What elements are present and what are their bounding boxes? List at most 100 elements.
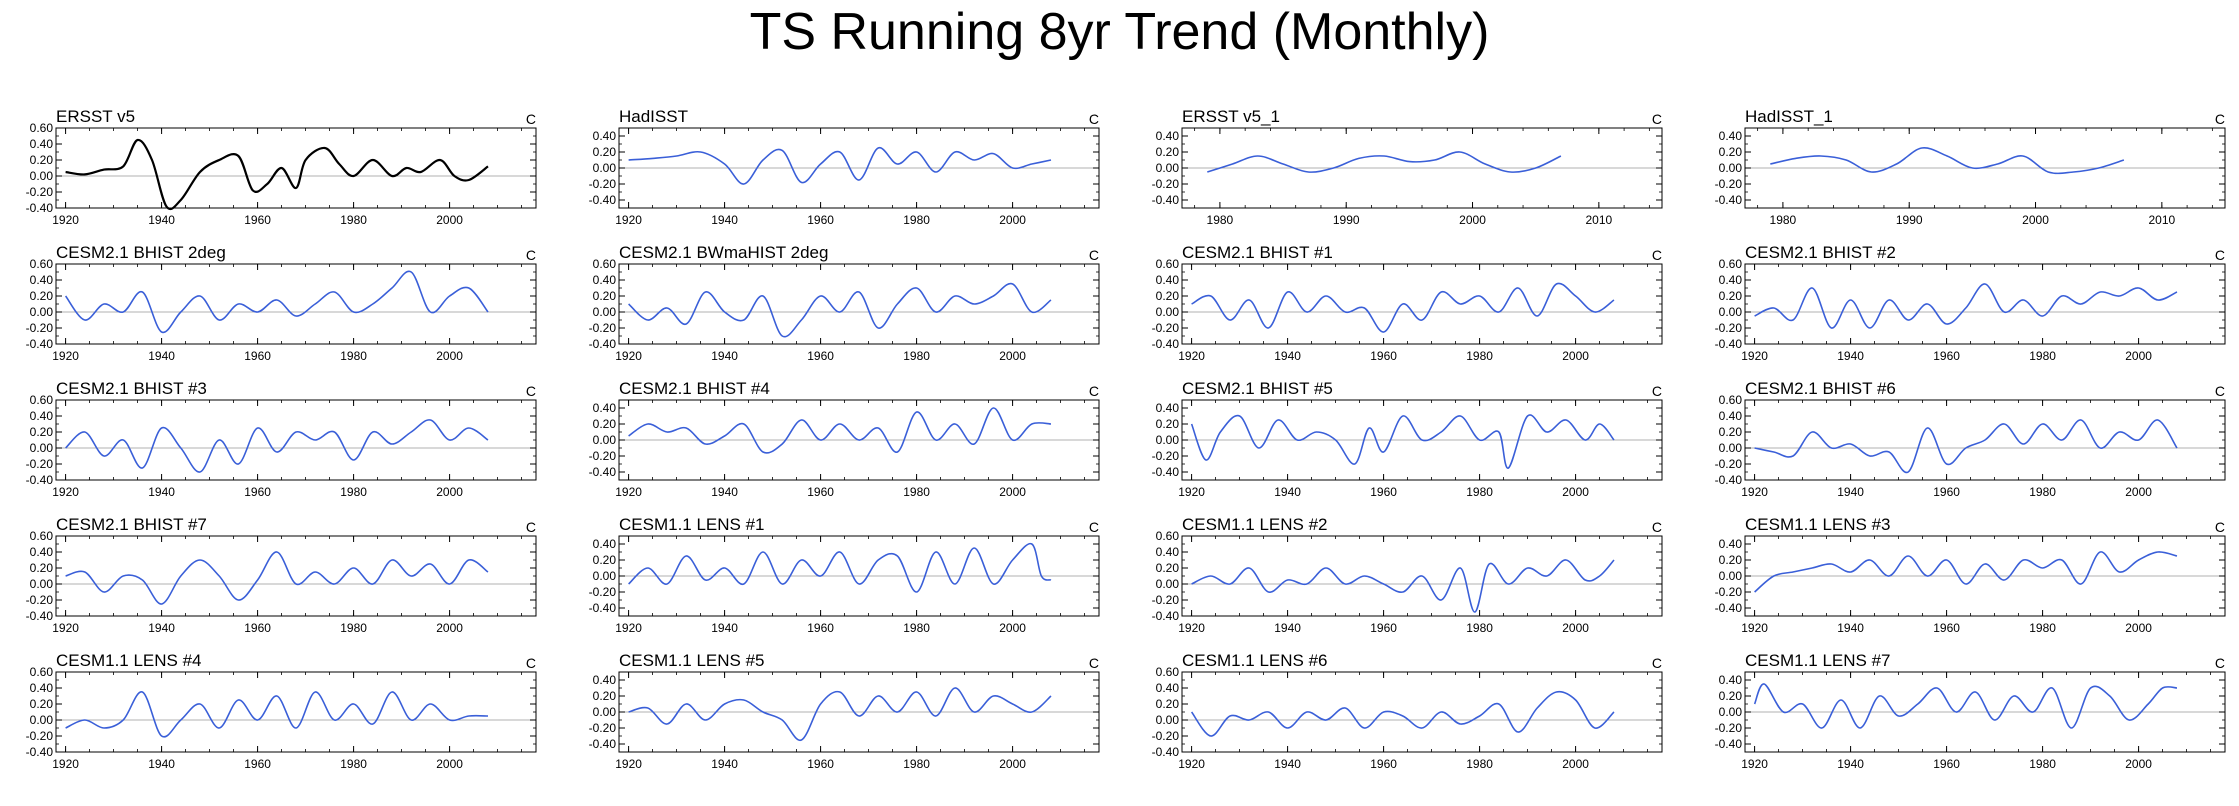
x-tick-label: 2000 — [999, 213, 1026, 227]
y-tick-label: -0.40 — [1152, 193, 1180, 207]
x-tick-label: 1980 — [2029, 757, 2056, 771]
series-line — [65, 691, 489, 738]
x-tick-label: 1940 — [1274, 485, 1301, 499]
y-tick-label: 0.00 — [1719, 441, 1743, 455]
y-tick-label: 0.40 — [1156, 129, 1180, 143]
y-tick-label: 0.00 — [593, 161, 617, 175]
panel-units: C — [1652, 383, 1662, 399]
y-tick-label: 0.20 — [30, 289, 54, 303]
y-tick-label: -0.20 — [26, 729, 54, 743]
x-tick-label: 2000 — [436, 621, 463, 635]
x-tick-label: 1960 — [1370, 757, 1397, 771]
x-tick-label: 1960 — [807, 757, 834, 771]
x-tick-label: 2010 — [2148, 213, 2175, 227]
x-tick-label: 1980 — [903, 621, 930, 635]
y-tick-label: -0.40 — [1715, 601, 1743, 615]
y-tick-label: 0.40 — [593, 401, 617, 415]
panel-title: CESM2.1 BWmaHIST 2deg — [619, 243, 828, 262]
panel: CESM2.1 BHIST 2deg C 0.60 0.40 0.20 0.00 -0.20… — [26, 243, 537, 363]
x-tick-label: 1960 — [244, 621, 271, 635]
y-tick-label: 0.20 — [1156, 561, 1180, 575]
y-tick-label: 0.20 — [1156, 697, 1180, 711]
y-tick-label: -0.40 — [26, 337, 54, 351]
panel-units: C — [1089, 247, 1099, 263]
x-tick-label: 2000 — [436, 349, 463, 363]
y-tick-label: -0.40 — [1152, 609, 1180, 623]
x-tick-label: 1980 — [903, 485, 930, 499]
x-tick-label: 1990 — [1896, 213, 1923, 227]
y-tick-label: 0.00 — [30, 169, 54, 183]
series-line — [628, 687, 1052, 741]
y-tick-label: 0.20 — [1156, 145, 1180, 159]
panel-units: C — [1652, 655, 1662, 671]
y-tick-label: 0.20 — [30, 561, 54, 575]
x-tick-label: 1940 — [1837, 621, 1864, 635]
y-tick-label: 0.00 — [1156, 161, 1180, 175]
series-line — [65, 419, 489, 473]
y-tick-label: 0.60 — [30, 529, 54, 543]
y-tick-label: 0.00 — [30, 577, 54, 591]
y-tick-label: 0.40 — [30, 681, 54, 695]
y-tick-label: 0.40 — [1156, 681, 1180, 695]
x-tick-label: 1940 — [711, 349, 738, 363]
y-tick-label: 0.60 — [593, 257, 617, 271]
x-tick-label: 2000 — [1562, 485, 1589, 499]
y-tick-label: -0.20 — [589, 721, 617, 735]
y-tick-label: -0.40 — [589, 737, 617, 751]
y-tick-label: -0.40 — [1152, 745, 1180, 759]
y-tick-label: 0.60 — [30, 665, 54, 679]
plot-frame — [618, 399, 1100, 481]
y-tick-label: 0.40 — [1156, 401, 1180, 415]
x-tick-label: 2000 — [436, 485, 463, 499]
panel: CESM1.1 LENS #2 C 0.60 0.40 0.20 0.00 -0.20 -0.… — [1152, 515, 1663, 635]
panel-title: CESM1.1 LENS #2 — [1182, 515, 1328, 534]
series-line — [1754, 419, 2178, 474]
plot-frame — [1181, 399, 1663, 481]
panel: CESM2.1 BHIST #2 C 0.60 0.40 0.20 0.00 -0.20 -0… — [1715, 243, 2226, 363]
y-tick-label: 0.00 — [1156, 713, 1180, 727]
panel: CESM2.1 BHIST #3 C 0.60 0.40 0.20 0.00 -0.20 -0… — [26, 379, 537, 499]
y-tick-label: 0.20 — [593, 289, 617, 303]
y-tick-label: -0.20 — [1152, 177, 1180, 191]
y-tick-label: 0.00 — [1719, 705, 1743, 719]
y-tick-label: 0.20 — [30, 153, 54, 167]
x-tick-label: 1920 — [1741, 485, 1768, 499]
x-tick-label: 2000 — [2125, 757, 2152, 771]
x-tick-label: 1940 — [148, 621, 175, 635]
x-tick-label: 1940 — [148, 757, 175, 771]
panel: ERSST v5_1 C 0.40 0.20 0.00 -0.20 -0.40 1980 199… — [1152, 107, 1663, 227]
series-line — [1190, 414, 1615, 469]
x-tick-label: 1980 — [903, 757, 930, 771]
x-tick-label: 1920 — [52, 621, 79, 635]
x-tick-label: 2000 — [436, 213, 463, 227]
y-tick-label: 0.00 — [1156, 305, 1180, 319]
y-tick-label: -0.40 — [589, 193, 617, 207]
x-tick-label: 1940 — [1837, 757, 1864, 771]
y-tick-label: 0.40 — [1719, 673, 1743, 687]
y-tick-label: 0.00 — [593, 305, 617, 319]
y-tick-label: 0.00 — [30, 713, 54, 727]
y-tick-label: -0.20 — [26, 321, 54, 335]
y-tick-label: -0.40 — [1152, 337, 1180, 351]
y-tick-label: 0.00 — [1156, 577, 1180, 591]
plot-frame — [55, 535, 537, 617]
panel-units: C — [1652, 247, 1662, 263]
panel-units: C — [1652, 519, 1662, 535]
x-tick-label: 1940 — [711, 757, 738, 771]
x-tick-label: 2000 — [999, 621, 1026, 635]
series-line — [628, 147, 1052, 185]
x-tick-label: 1920 — [1178, 485, 1205, 499]
y-tick-label: -0.20 — [26, 593, 54, 607]
y-tick-label: 0.20 — [1719, 553, 1743, 567]
y-tick-label: -0.20 — [1715, 457, 1743, 471]
y-tick-label: 0.00 — [593, 569, 617, 583]
series-line — [65, 551, 489, 605]
y-tick-label: 0.00 — [1156, 433, 1180, 447]
panel-title: CESM2.1 BHIST #6 — [1745, 379, 1896, 398]
plot-frame — [618, 535, 1100, 617]
y-tick-label: -0.40 — [1715, 737, 1743, 751]
x-tick-label: 1920 — [1741, 349, 1768, 363]
y-tick-label: 0.40 — [1719, 537, 1743, 551]
x-tick-label: 2000 — [1562, 349, 1589, 363]
panel: CESM1.1 LENS #4 C 0.60 0.40 0.20 0.00 -0.20 -0.… — [26, 651, 537, 771]
